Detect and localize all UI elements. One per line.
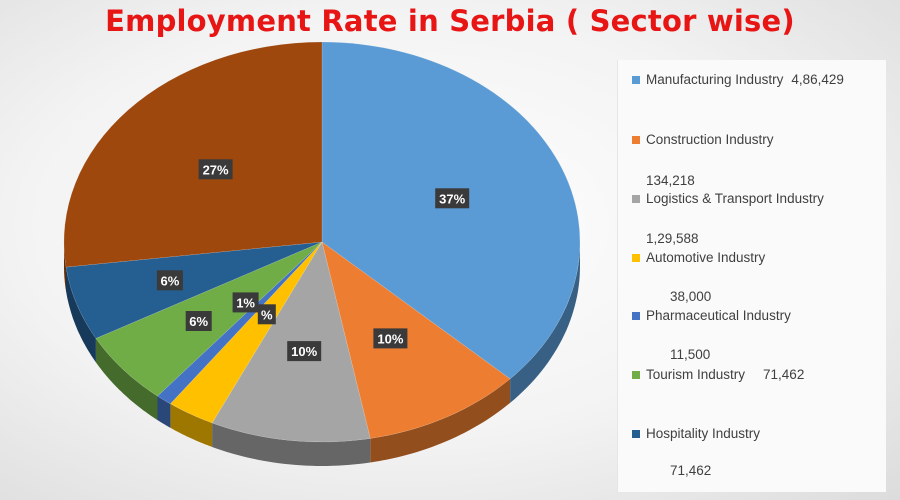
chart-title: Employment Rate in Serbia ( Sector wise) (105, 4, 795, 38)
legend-value-11500: 11,500 (670, 347, 711, 362)
legend-swatch-automotive (632, 253, 640, 262)
pie-slice-unlabeled (63, 41, 323, 268)
data-label-manufacturing: 37% (435, 188, 470, 209)
legend-value-134218: 134,218 (646, 173, 695, 188)
legend-swatch-pharmaceutical (632, 311, 640, 320)
legend-value-71462: 71,462 (670, 463, 712, 478)
svg-text:27%: 27% (203, 162, 229, 177)
legend-label-logistics: Logistics & Transport Industry (646, 191, 824, 206)
pie-side-hospitality (66, 267, 96, 363)
pie-slice-construction (321, 241, 511, 439)
legend-item-manufacturing: Manufacturing Industry 4,86,429 (632, 72, 844, 87)
legend-value-129588: 1,29,588 (646, 231, 699, 246)
pie-side-tourism (95, 338, 158, 421)
pie-side-automotive (170, 403, 213, 447)
legend-swatch-manufacturing (632, 75, 640, 84)
legend-swatch-construction (632, 135, 640, 144)
svg-text:10%: 10% (291, 344, 317, 359)
legend: Manufacturing Industry 4,86,429 Construc… (617, 60, 886, 492)
svg-text:10%: 10% (377, 331, 403, 346)
svg-text:%: % (261, 307, 273, 322)
data-label-construction: 10% (373, 328, 408, 349)
legend-value-38000: 38,000 (670, 289, 712, 304)
legend-value-manufacturing: 4,86,429 (791, 72, 844, 87)
pie-slice-hospitality (65, 241, 323, 339)
data-label-unlabeled: 27% (198, 159, 233, 180)
data-label-pharmaceutical: 1% (232, 292, 259, 313)
legend-label-hospitality: Hospitality Industry (646, 426, 761, 441)
legend-label-construction: Construction Industry (646, 132, 774, 147)
legend-item-construction: Construction Industry (632, 132, 774, 147)
pie-slice-pharmaceutical (157, 241, 323, 405)
pie-slice-automotive (170, 241, 323, 424)
legend-item-automotive: Automotive Industry (632, 250, 765, 265)
pie-sides (64, 242, 580, 466)
legend-label-automotive: Automotive Industry (646, 250, 766, 265)
pie-side-pharmaceutical (157, 396, 171, 428)
pie-slices (63, 41, 581, 443)
legend-label-tourism: Tourism Industry (646, 367, 746, 382)
pie-side-logistics (212, 423, 371, 466)
pie-slice-manufacturing (321, 41, 581, 380)
legend-item-hospitality: Hospitality Industry (632, 426, 760, 441)
legend-label-manufacturing: Manufacturing Industry (646, 72, 784, 87)
data-label-automotive: % (257, 304, 276, 325)
pie-side-construction (370, 378, 511, 463)
legend-swatch-logistics (632, 194, 640, 203)
legend-item-logistics: Logistics & Transport Industry (632, 191, 824, 206)
legend-swatch-hospitality (632, 429, 640, 438)
svg-text:6%: 6% (161, 273, 180, 288)
svg-text:6%: 6% (189, 314, 208, 329)
pie-data-labels: 37% 10% 10%% 1% 6% 6% 27% (156, 159, 470, 362)
legend-item-tourism: Tourism Industry 71,462 (632, 367, 804, 382)
data-label-hospitality: 6% (156, 270, 183, 291)
legend-swatch-tourism (632, 370, 640, 379)
svg-text:1%: 1% (236, 295, 255, 310)
data-label-tourism: 6% (185, 311, 212, 331)
data-label-logistics: 10% (287, 341, 322, 362)
svg-text:37%: 37% (439, 191, 465, 206)
pie-side-unlabeled (64, 242, 66, 292)
legend-label-pharmaceutical: Pharmaceutical Industry (646, 308, 791, 323)
pie-side-manufacturing (510, 242, 580, 403)
legend-value-tourism: 71,462 (763, 367, 805, 382)
legend-item-pharmaceutical: Pharmaceutical Industry (632, 308, 791, 323)
